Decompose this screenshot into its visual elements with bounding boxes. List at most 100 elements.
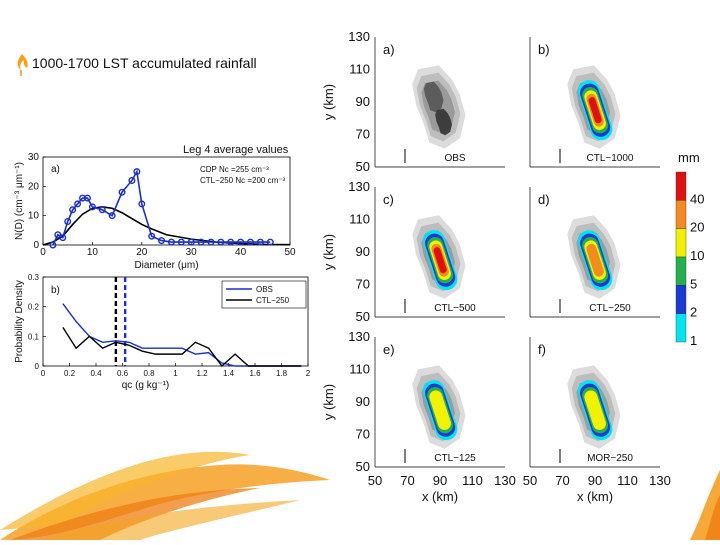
rain-colorbar-level: 10	[690, 248, 704, 263]
rain-map-xtick-label: 110	[617, 473, 638, 488]
qc-pdf-line-ctl-250	[62, 327, 302, 368]
rain-colorbar-level: 2	[690, 305, 697, 320]
rain-map-panel-label: b)	[538, 42, 550, 57]
rain-colorbar-swatch	[675, 228, 687, 258]
rain-map-ylabel: y (km)	[321, 384, 336, 420]
rain-map-ytick-label: 110	[349, 62, 370, 77]
rain-map-xtick-label: 50	[523, 473, 537, 488]
qc-pdf-legend-box	[221, 280, 307, 309]
rain-map-ytick-label: 90	[356, 394, 370, 409]
rain-colorbar-level: 40	[690, 191, 704, 206]
size-dist-cdp-point	[187, 238, 195, 246]
size-dist-xtick-label: 40	[235, 247, 247, 258]
rain-map-case-name: MOR−250	[587, 453, 633, 464]
rain-map-case-name: CTL−500	[434, 303, 476, 314]
rain-colorbar-level: 20	[690, 220, 704, 235]
rain-colorbar-swatch	[675, 171, 687, 201]
qc-pdf-xtick-label: 1.4	[223, 369, 235, 378]
size-dist-cdp-point	[108, 212, 116, 220]
size-dist-ytick-label: 30	[28, 152, 40, 163]
size-dist-cdp-point	[49, 241, 57, 249]
size-dist-cdp-point	[197, 238, 205, 246]
rain-map-xtick-label: 70	[555, 473, 569, 488]
size-dist-ytick-label: 0	[33, 240, 39, 251]
rain-map-xtick-label: 90	[588, 473, 602, 488]
rain-map-xtick-label: 130	[494, 473, 516, 488]
size-dist-xtick-label: 30	[186, 247, 198, 258]
size-dist-cdp-point	[83, 194, 91, 202]
size-dist-xtick-label: 10	[87, 247, 99, 258]
size-dist-xtick-label: 50	[284, 247, 296, 258]
qc-pdf-ytick-label: 0	[35, 362, 40, 371]
rain-map-ytick-label: 130	[348, 29, 370, 44]
size-dist-ytick-label: 10	[28, 211, 40, 222]
rain-map-panel-label: f)	[538, 342, 546, 357]
rain-map-ytick-label: 70	[356, 127, 370, 142]
size-dist-panel-label: a)	[51, 164, 60, 175]
size-dist-cdp-point	[177, 238, 185, 246]
rain-map-ylabel: y (km)	[321, 234, 336, 270]
rain-map-panel-label: e)	[383, 342, 395, 357]
rain-map-panel-label: c)	[383, 192, 394, 207]
rain-map-xtick-label: 90	[433, 473, 447, 488]
flame-bullet-icon	[17, 54, 28, 76]
rain-colorbar: mm 1 2 5 10 20 40	[675, 150, 704, 348]
qc-pdf-xtick-label: 0.6	[117, 369, 129, 378]
size-dist-cdp-point	[133, 168, 141, 176]
qc-pdf-xtick-label: 2	[306, 369, 311, 378]
rain-map-ytick-label: 50	[356, 159, 370, 174]
size-dist-cdp-point	[98, 206, 106, 214]
rain-map-ytick-label: 50	[356, 309, 370, 324]
qc-pdf-xlabel: qᴄ (g kg⁻¹)	[122, 380, 170, 391]
size-dist-frame	[42, 156, 291, 246]
rain-map-band-level	[588, 97, 602, 124]
rain-map-ytick-label: 70	[356, 277, 370, 292]
rain-colorbar-swatch	[675, 285, 687, 314]
size-dist-cdp-point	[167, 238, 175, 246]
qc-pdf-xtick-label: 0.8	[143, 369, 155, 378]
size-dist-legend-cdp: CDP Nᴄ =255 cm⁻³	[200, 165, 269, 174]
rain-map-case-name: CTL−1000	[587, 153, 634, 164]
qc-pdf-ylabel: Probability Density	[14, 280, 25, 363]
size-dist-ytick-label: 20	[28, 181, 40, 192]
rain-map-band	[577, 80, 613, 141]
rain-map-terrain-peak	[423, 81, 444, 113]
rain-map-obs: a) OBS	[374, 37, 505, 168]
qc-pdf-legend: OBS CTL−250	[221, 280, 307, 309]
rain-colorbar-unit: mm	[678, 150, 700, 165]
qc-pdf-legend-ctl: CTL−250	[256, 296, 290, 305]
rain-map-xtick-label: 50	[368, 473, 382, 488]
qc-pdf-ytick-label: 0.2	[28, 303, 40, 312]
rain-map-ytick-label: 110	[349, 212, 370, 227]
qc-pdf-xtick-label: 1	[173, 369, 178, 378]
qc-pdf-xtick-label: 0	[41, 369, 46, 378]
size-dist-cdp-point	[118, 188, 126, 196]
rain-map-band-level	[584, 390, 606, 431]
size-dist-cdp-point	[246, 238, 254, 246]
size-dist-cdp-point	[59, 234, 67, 242]
rain-map-ytick-label: 130	[348, 329, 370, 344]
qc-pdf-ytick-label: 0.1	[28, 332, 40, 341]
size-dist-cdp-point	[266, 238, 274, 246]
rain-map-mor-250: f) MOR−250	[529, 337, 660, 468]
slide-title: 1000-1700 LST accumulated rainfall	[32, 55, 257, 71]
size-dist-cdp-point	[69, 206, 77, 214]
rain-map-band	[577, 380, 613, 441]
size-dist-ylabel: N(D) (cm⁻³ μm⁻¹)	[14, 162, 25, 240]
rain-map-ylabel: y (km)	[321, 84, 336, 120]
rain-map-panel-label: a)	[383, 42, 395, 57]
rain-map-xtick-label: 70	[400, 473, 414, 488]
rain-map-xlabel: x (km)	[422, 489, 458, 504]
rain-map-case-name: CTL−250	[589, 303, 631, 314]
rain-colorbar-swatch	[675, 256, 687, 286]
size-dist-xtick-label: 0	[40, 247, 46, 258]
size-dist-cdp-point	[227, 238, 235, 246]
rain-map-ytick-label: 70	[356, 427, 370, 442]
size-dist-xtick-label: 20	[136, 247, 148, 258]
size-dist-cdp-point	[74, 200, 82, 208]
qc-pdf-xtick-label: 0.2	[64, 369, 76, 378]
rain-map-band	[422, 380, 458, 441]
size-dist-cdp-point	[217, 238, 225, 246]
